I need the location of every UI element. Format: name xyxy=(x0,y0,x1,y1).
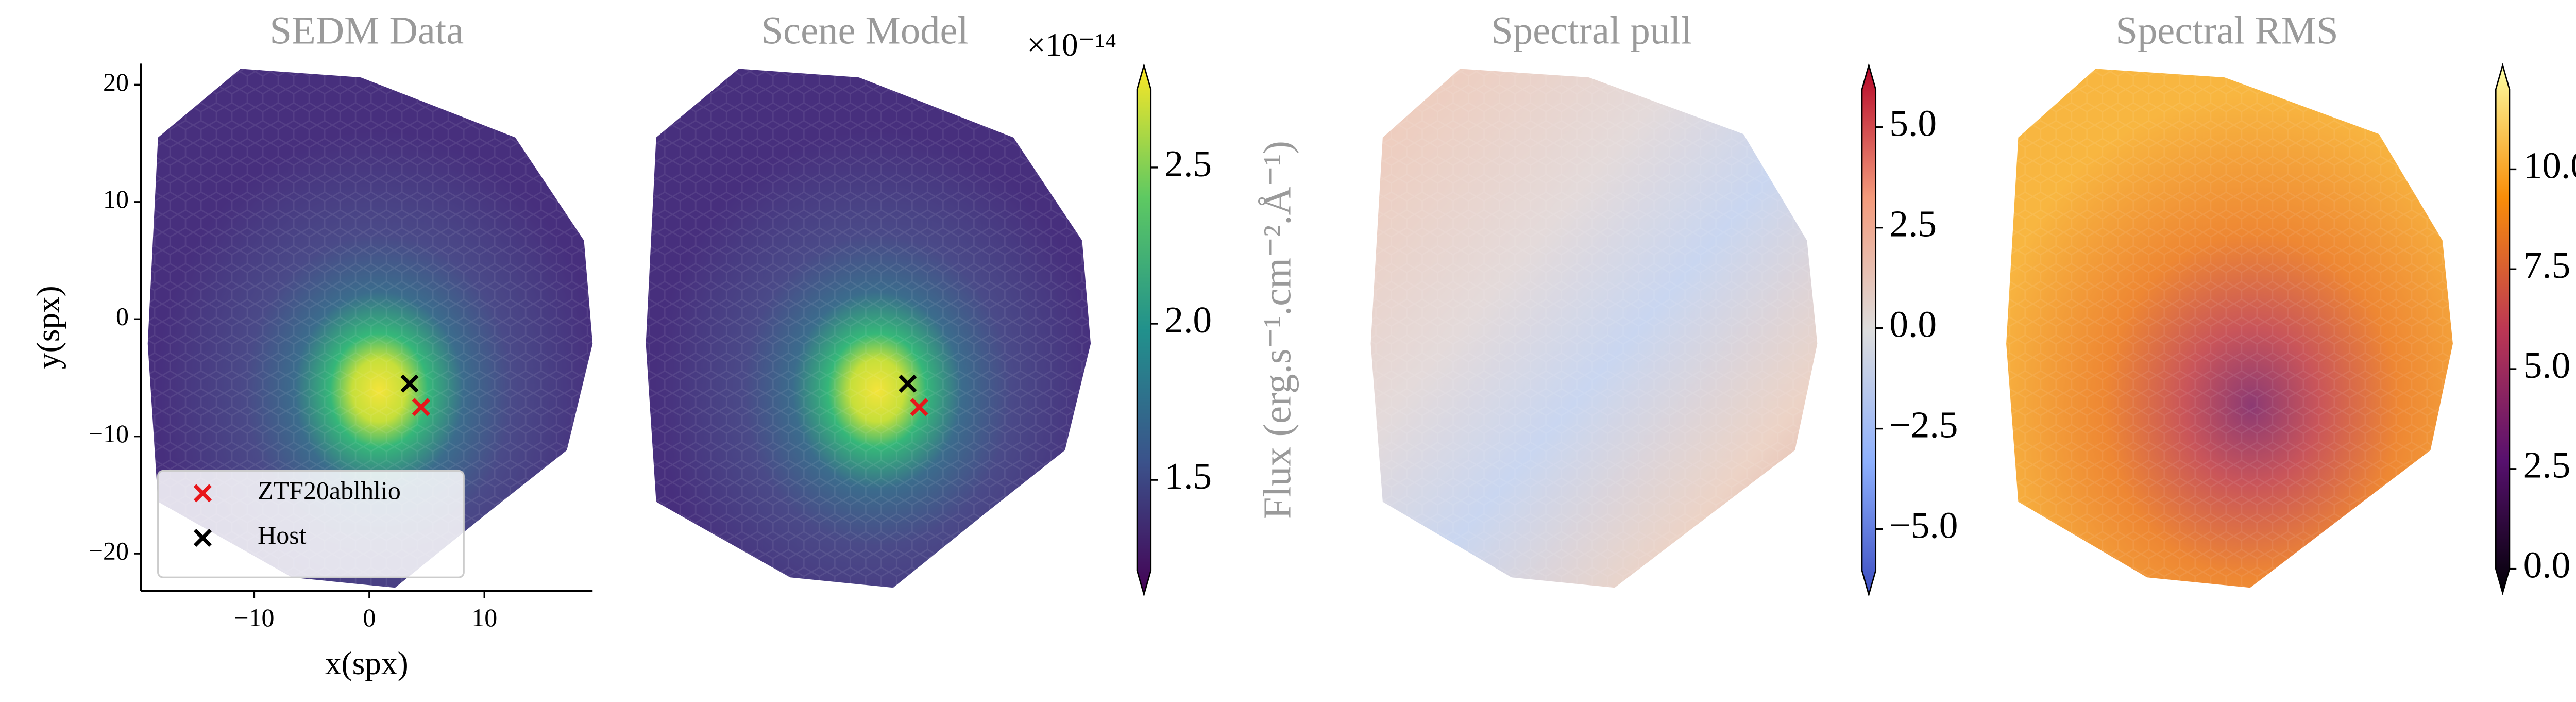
panel-title: SEDM Data xyxy=(269,8,464,52)
marker-stroke xyxy=(400,374,419,393)
colorbar-tick-label: 0.0 xyxy=(1889,303,1937,345)
colorbar-label: Flux (erg.s⁻¹.cm⁻².Å⁻¹) xyxy=(1256,141,1299,519)
colorbar-tick-label: 2.5 xyxy=(1889,203,1937,245)
point-marker xyxy=(412,398,430,416)
point-marker xyxy=(910,398,928,416)
legend-marker xyxy=(193,484,212,503)
map-pull xyxy=(1370,69,1818,588)
map-model xyxy=(646,69,1091,588)
colorbar-tick-label: 2.0 xyxy=(1164,299,1212,341)
legend-label: Host xyxy=(258,521,307,549)
map-sedm xyxy=(147,69,593,588)
colorbar-tick-label: 2.5 xyxy=(1164,143,1212,185)
y-tick-label: 10 xyxy=(103,185,129,213)
colorbar-body xyxy=(2495,62,2511,596)
legend-marker xyxy=(193,528,212,547)
panel-title: Scene Model xyxy=(761,8,968,52)
y-tick-label: −10 xyxy=(89,419,129,448)
colorbar-tick-label: 2.5 xyxy=(2523,444,2571,486)
colorbar-body xyxy=(1861,62,1877,597)
colorbar-tick-label: 10.0 xyxy=(2523,144,2576,186)
colorbar-tick-label: 1.5 xyxy=(1164,455,1212,497)
legend-label: ZTF20ablhlio xyxy=(258,476,401,505)
panel-title: Spectral RMS xyxy=(2115,8,2338,52)
marker-stroke xyxy=(193,484,212,503)
y-tick-label: 20 xyxy=(103,68,129,96)
marker-stroke xyxy=(412,398,430,416)
y-axis-label: y(spx) xyxy=(30,286,66,369)
marker-stroke xyxy=(193,528,212,547)
colorbar-offset: ×10⁻¹⁴ xyxy=(1027,27,1117,63)
x-tick-label: 0 xyxy=(363,603,376,632)
y-tick-label: −20 xyxy=(89,537,129,565)
panel-title: Spectral pull xyxy=(1491,8,1692,52)
legend-box xyxy=(157,470,465,578)
point-marker xyxy=(899,374,917,393)
colorbar-tick-label: 0.0 xyxy=(2523,544,2571,586)
colorbar-tick-label: −5.0 xyxy=(1889,504,1958,546)
colorbar-body xyxy=(1136,62,1152,597)
colorbar-tick-label: 5.0 xyxy=(2523,344,2571,386)
colorbar-tick-label: 7.5 xyxy=(2523,244,2571,286)
map-rms xyxy=(2006,69,2453,588)
point-marker xyxy=(400,374,419,393)
x-tick-label: 10 xyxy=(471,603,497,632)
colorbar-tick-label: −2.5 xyxy=(1889,404,1958,445)
marker-stroke xyxy=(910,398,928,416)
colorbar-tick-label: 5.0 xyxy=(1889,103,1937,144)
y-tick-label: 0 xyxy=(116,302,129,331)
marker-stroke xyxy=(899,374,917,393)
x-tick-label: −10 xyxy=(234,603,274,632)
x-axis-label: x(spx) xyxy=(325,645,409,681)
